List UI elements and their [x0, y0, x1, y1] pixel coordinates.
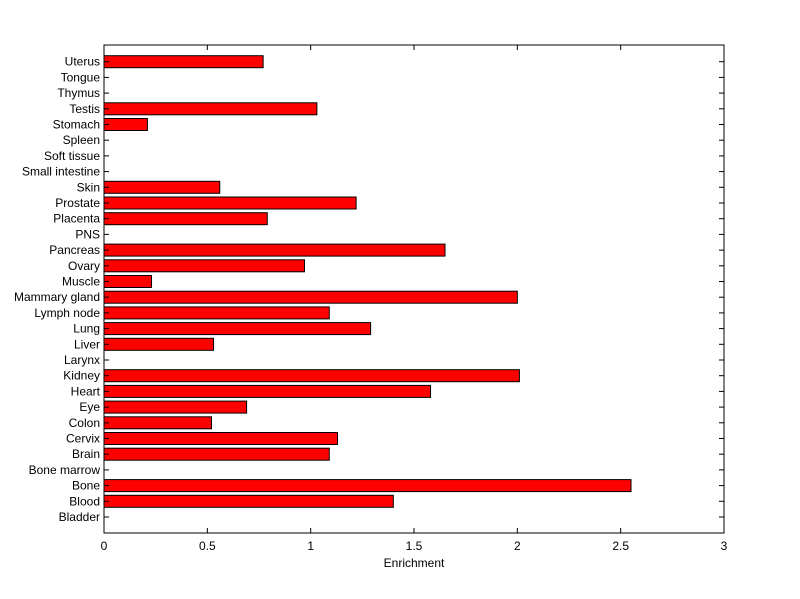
bar-bone	[103, 479, 632, 493]
x-tick-label: 3	[721, 539, 728, 553]
y-tick-label: Pancreas	[49, 243, 100, 257]
y-tick-label: Small intestine	[22, 165, 100, 179]
y-tick-label: Uterus	[65, 55, 100, 69]
bar-heart	[103, 384, 432, 398]
y-tick-label: Spleen	[63, 133, 100, 147]
bar-lymph-node	[103, 306, 330, 320]
y-tick-label: Testis	[69, 102, 100, 116]
y-tick-label: Blood	[69, 494, 100, 508]
bar-stomach	[103, 118, 148, 131]
bar-prostate	[103, 196, 357, 210]
y-tick-label: Prostate	[55, 196, 100, 210]
x-tick-label: 0	[101, 539, 108, 553]
y-tick-label: Heart	[71, 384, 101, 398]
y-tick-label: Thymus	[57, 86, 100, 100]
y-tick-label: PNS	[75, 227, 100, 241]
bar-mammary-gland	[103, 290, 518, 304]
bar-blood	[103, 494, 394, 508]
y-tick-label: Lung	[73, 322, 100, 336]
bar-testis	[103, 102, 318, 116]
y-tick-label: Colon	[69, 416, 100, 430]
bar-colon	[103, 416, 212, 430]
y-tick-label: Stomach	[53, 118, 100, 132]
y-tick-label: Skin	[77, 180, 100, 194]
y-tick-label: Liver	[74, 337, 100, 351]
y-tick-label: Eye	[79, 400, 100, 414]
bar-lung	[103, 322, 372, 336]
y-tick-label: Bladder	[59, 510, 100, 524]
y-tick-label: Brain	[72, 447, 100, 461]
x-axis-label: Enrichment	[384, 556, 445, 570]
bar-cervix	[103, 432, 339, 445]
bar-kidney	[103, 369, 520, 383]
y-tick-label: Muscle	[62, 275, 100, 289]
x-tick-label: 2	[514, 539, 521, 553]
bar-ovary	[103, 259, 305, 273]
bar-pancreas	[103, 243, 446, 257]
y-tick-label: Cervix	[66, 432, 100, 446]
y-tick-label: Soft tissue	[44, 149, 100, 163]
bar-skin	[103, 180, 221, 194]
bar-placenta	[103, 212, 268, 226]
y-tick-label: Mammary gland	[14, 290, 100, 304]
x-tick-label: 2.5	[612, 539, 629, 553]
y-tick-label: Tongue	[61, 70, 101, 84]
x-tick-label: 1.5	[406, 539, 423, 553]
bar-uterus	[103, 55, 264, 69]
plot-frame	[103, 44, 725, 534]
bar-muscle	[103, 275, 153, 288]
y-tick-label: Bone	[72, 479, 100, 493]
x-tick-label: 0.5	[199, 539, 216, 553]
bar-liver	[103, 337, 215, 351]
y-tick-label: Larynx	[64, 353, 100, 367]
bar-eye	[103, 400, 248, 414]
x-tick-label: 1	[307, 539, 314, 553]
y-tick-label: Bone marrow	[29, 463, 101, 477]
y-tick-label: Placenta	[53, 212, 100, 226]
bar-brain	[103, 447, 330, 461]
y-tick-label: Kidney	[63, 369, 100, 383]
y-tick-label: Ovary	[68, 259, 100, 273]
y-tick-label: Lymph node	[34, 306, 100, 320]
